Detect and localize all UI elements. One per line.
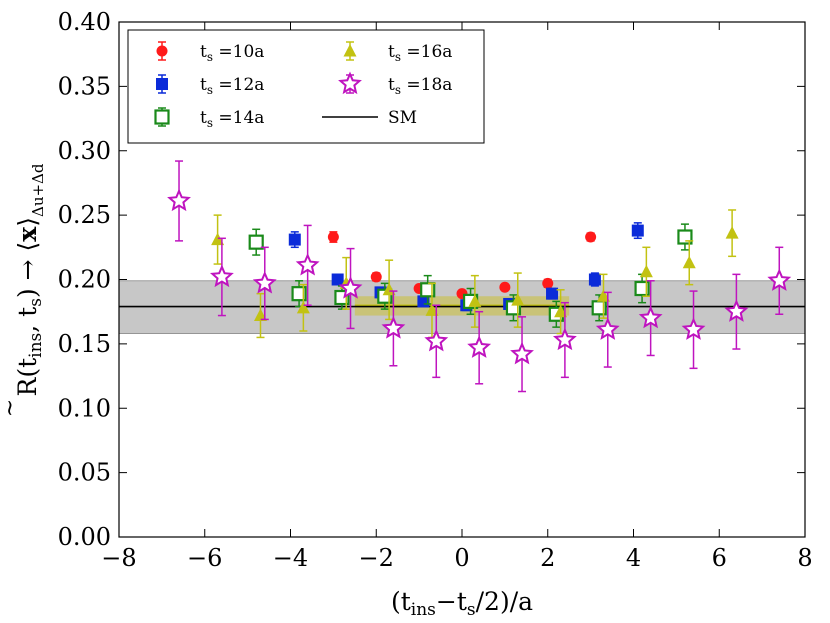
legend-box [127, 29, 485, 144]
data-point [211, 232, 225, 246]
series-ts10 [327, 231, 597, 300]
data-point [288, 233, 301, 246]
y-tick-label: 0.20 [58, 266, 111, 294]
x-tick-label: −8 [101, 544, 136, 572]
data-point [542, 277, 554, 289]
legend-marker [338, 71, 362, 95]
legend-label-sm: SM [388, 108, 417, 128]
data-point [510, 341, 534, 365]
y-tick-label: 0.15 [58, 330, 111, 358]
data-point [338, 275, 363, 299]
y-tick-label: 0.00 [58, 523, 111, 551]
y-tick-label: 0.25 [58, 201, 111, 229]
data-point [248, 234, 264, 250]
x-tick-label: −6 [187, 544, 222, 572]
legend-subscript: s [395, 83, 401, 97]
data-point [554, 304, 568, 318]
data-point [588, 273, 601, 286]
legend-subscript: s [207, 116, 213, 130]
data-point [327, 231, 339, 243]
data-point [370, 271, 382, 283]
data-point [382, 282, 396, 296]
data-point [631, 224, 644, 237]
data-point [424, 328, 449, 352]
data-point [331, 273, 344, 286]
legend-label-ts14: ts =14a [200, 108, 264, 130]
tilde-mark: ~ [0, 399, 23, 417]
data-point [596, 289, 610, 302]
data-point [639, 264, 653, 278]
y-tick-label: 0.10 [58, 394, 111, 422]
data-point [634, 280, 650, 297]
y-tick-label: 0.35 [58, 72, 111, 100]
legend: ts =10a ts =12a ts =14a ts =16a ts =18a SM [127, 29, 485, 144]
data-point [467, 335, 492, 358]
series-ts18 [167, 160, 792, 393]
data-point [253, 308, 267, 322]
data-point [638, 305, 663, 329]
x-tick-label: 8 [797, 544, 812, 572]
y-tick-label: 0.05 [58, 459, 111, 487]
x-tick-label: −4 [273, 544, 308, 572]
data-point [546, 287, 559, 300]
data-point [595, 317, 620, 340]
data-point [725, 226, 739, 239]
legend-subscript: s [207, 50, 213, 64]
axis-ticks: −8 −6 −4 −2 0 2 4 6 8 0.00 0.05 0.10 0.15 0.20 0.25 0.3… [58, 8, 813, 572]
legend-value: =18a [401, 75, 452, 95]
data-point [767, 268, 792, 291]
legend-marker [156, 78, 168, 90]
data-point [425, 303, 439, 316]
data-point [420, 282, 436, 298]
legend-label-ts12: ts =12a [200, 75, 264, 97]
legend-label-ts10: ts =10a [200, 42, 264, 64]
x-tick-label: 6 [712, 544, 727, 572]
data-point [295, 252, 320, 276]
y-tick-label: 0.30 [58, 137, 111, 165]
plot-area [118, 160, 806, 393]
legend-marker [343, 44, 357, 57]
x-tick-label: 0 [454, 544, 469, 572]
legend-subscript: s [395, 50, 401, 64]
series-ts16 [211, 209, 739, 339]
data-point [724, 299, 749, 322]
legend-value: =12a [213, 75, 264, 95]
data-point [291, 286, 307, 302]
data-point [381, 315, 406, 339]
legend-value: =16a [401, 42, 452, 62]
legend-label-ts18: ts =18a [388, 75, 452, 97]
data-point [511, 293, 525, 306]
data-point [585, 231, 597, 243]
data-point [681, 317, 706, 340]
plot-frame [118, 21, 806, 538]
legend-value: =10a [213, 42, 264, 62]
legend-marker [156, 45, 168, 57]
legend-subscript: s [207, 83, 213, 97]
legend-value: =14a [213, 108, 264, 128]
data-point [552, 327, 577, 351]
legend-marker [154, 109, 170, 125]
data-point [468, 294, 482, 307]
y-tick-label: 0.40 [58, 8, 111, 36]
data-point [252, 270, 277, 294]
data-point [499, 281, 511, 293]
x-tick-label: 2 [540, 544, 555, 572]
x-tick-label: −2 [359, 544, 394, 572]
legend-label-ts16: ts =16a [388, 42, 452, 64]
data-point [296, 300, 310, 314]
data-point [209, 264, 234, 288]
x-tick-label: 4 [626, 544, 641, 572]
data-point [682, 255, 696, 269]
data-point [167, 188, 191, 212]
